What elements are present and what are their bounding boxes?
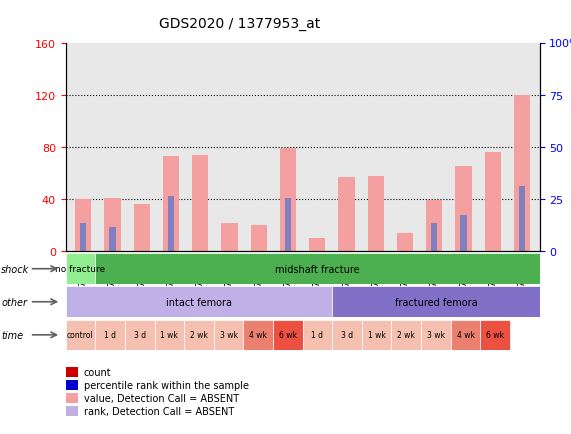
Text: midshaft fracture: midshaft fracture (275, 264, 360, 274)
Bar (104, 198, 120, 252)
FancyBboxPatch shape (214, 320, 243, 350)
FancyBboxPatch shape (184, 320, 214, 350)
FancyBboxPatch shape (332, 320, 362, 350)
Bar (110, 227, 115, 252)
Text: fractured femora: fractured femora (395, 297, 477, 307)
Text: 1 wk: 1 wk (160, 331, 178, 339)
Bar (456, 167, 472, 252)
FancyBboxPatch shape (480, 320, 510, 350)
Text: control: control (67, 331, 94, 339)
Text: 3 wk: 3 wk (220, 331, 238, 339)
FancyBboxPatch shape (155, 320, 184, 350)
Bar (75, 200, 91, 252)
Text: 4 wk: 4 wk (249, 331, 267, 339)
Bar (485, 153, 501, 252)
Text: GDS2020 / 1377953_at: GDS2020 / 1377953_at (159, 17, 320, 31)
Text: other: other (1, 297, 27, 307)
FancyBboxPatch shape (451, 320, 480, 350)
Text: 1 wk: 1 wk (368, 331, 385, 339)
FancyBboxPatch shape (332, 286, 540, 318)
Text: 2 wk: 2 wk (190, 331, 208, 339)
Text: no fracture: no fracture (55, 265, 106, 273)
Text: 4 wk: 4 wk (457, 331, 475, 339)
Text: 6 wk: 6 wk (279, 331, 297, 339)
Text: intact femora: intact femora (166, 297, 232, 307)
Bar (460, 215, 467, 252)
Bar (514, 95, 530, 252)
FancyBboxPatch shape (95, 253, 540, 285)
FancyBboxPatch shape (95, 320, 125, 350)
Bar (285, 198, 291, 252)
Bar (368, 176, 384, 252)
FancyBboxPatch shape (125, 320, 155, 350)
FancyBboxPatch shape (392, 320, 421, 350)
Bar (397, 233, 413, 252)
Text: time: time (1, 330, 23, 340)
Bar (519, 187, 525, 252)
Text: 6 wk: 6 wk (486, 331, 504, 339)
Bar (431, 223, 437, 252)
Bar (426, 201, 443, 252)
Text: 3 d: 3 d (134, 331, 146, 339)
Text: percentile rank within the sample: percentile rank within the sample (84, 380, 249, 390)
FancyBboxPatch shape (66, 253, 95, 285)
Bar (309, 239, 325, 252)
Text: 3 wk: 3 wk (427, 331, 445, 339)
Bar (192, 155, 208, 252)
Text: rank, Detection Call = ABSENT: rank, Detection Call = ABSENT (84, 406, 234, 416)
Text: 1 d: 1 d (311, 331, 323, 339)
Bar (280, 149, 296, 252)
Bar (80, 223, 86, 252)
Text: 1 d: 1 d (104, 331, 116, 339)
Text: value, Detection Call = ABSENT: value, Detection Call = ABSENT (84, 393, 239, 403)
Text: 3 d: 3 d (341, 331, 353, 339)
Bar (163, 157, 179, 252)
FancyBboxPatch shape (273, 320, 303, 350)
Bar (251, 226, 267, 252)
Text: shock: shock (1, 264, 29, 274)
Text: count: count (84, 367, 111, 377)
Bar (134, 205, 150, 252)
FancyBboxPatch shape (66, 286, 332, 318)
FancyBboxPatch shape (362, 320, 392, 350)
Bar (222, 223, 238, 252)
FancyBboxPatch shape (66, 320, 95, 350)
FancyBboxPatch shape (243, 320, 273, 350)
FancyBboxPatch shape (421, 320, 451, 350)
Bar (168, 197, 174, 252)
FancyBboxPatch shape (303, 320, 332, 350)
Text: 2 wk: 2 wk (397, 331, 415, 339)
Bar (339, 178, 355, 252)
